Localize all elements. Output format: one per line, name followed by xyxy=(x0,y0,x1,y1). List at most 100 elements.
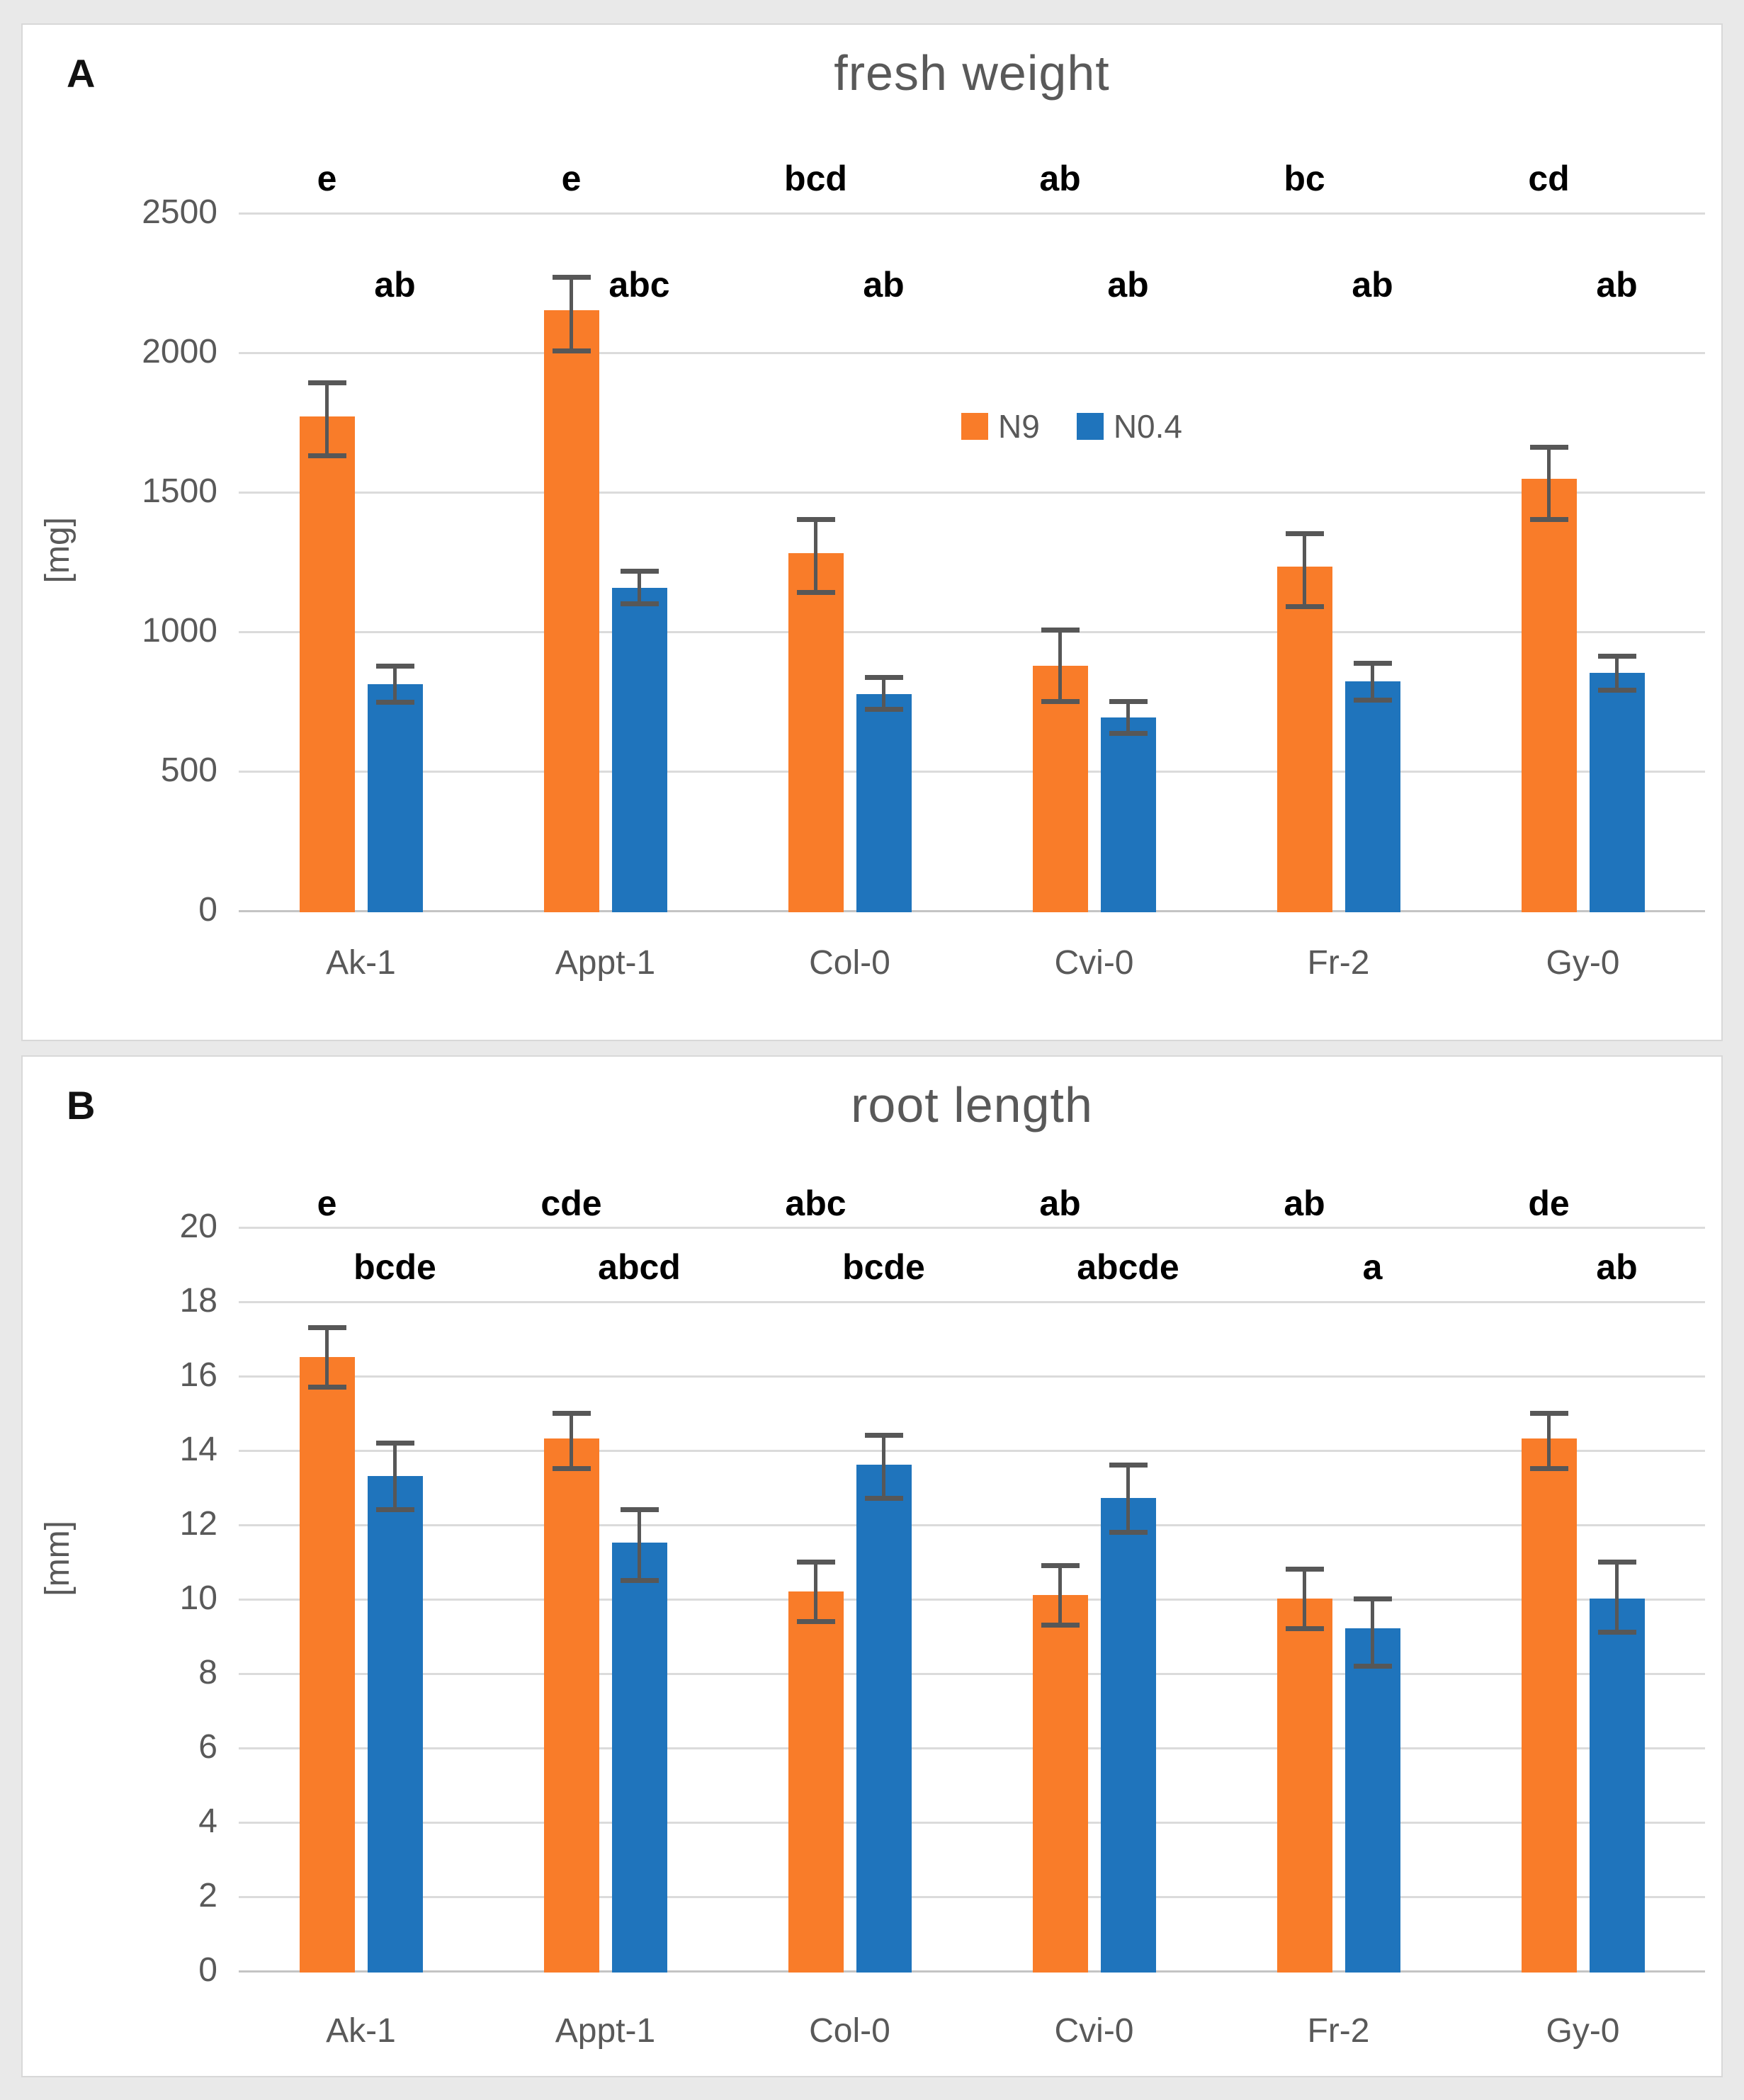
error-cap-bottom-N0.4-Fr-2 xyxy=(1353,697,1392,703)
error-bar-N0.4-Gy-0 xyxy=(1615,1561,1619,1633)
gridline-2500 xyxy=(239,212,1705,215)
gridline-14 xyxy=(239,1450,1705,1452)
y-tick-label-8: 8 xyxy=(198,1654,217,1691)
y-tick-label-10: 10 xyxy=(179,1579,217,1617)
error-cap-top-N9-Cvi-0 xyxy=(1041,1562,1080,1568)
error-cap-bottom-N0.4-Cvi-0 xyxy=(1109,730,1148,736)
panel-fresh-weight: A fresh weight [mg] N9 N0.4 2500 2000 1500… xyxy=(21,23,1723,1041)
sig-letter-N9-Gy-0: de xyxy=(1528,1184,1570,1223)
error-cap-top-N9-Appt-1 xyxy=(552,1410,591,1416)
error-cap-bottom-N9-Ak-1 xyxy=(307,1384,346,1390)
bar-N0.4-Ak-1 xyxy=(367,683,423,912)
bar-N9-Gy-0 xyxy=(1521,479,1577,912)
sig-letter-N9-Ak-1: e xyxy=(317,159,337,198)
error-bar-N9-Appt-1 xyxy=(570,1412,573,1469)
x-axis-label-Ak-1: Ak-1 xyxy=(326,944,396,982)
error-cap-top-N9-Ak-1 xyxy=(307,380,346,386)
bar-N0.4-Gy-0 xyxy=(1589,1599,1645,1973)
y-tick-label-20: 20 xyxy=(179,1208,217,1245)
legend-label-n9: N9 xyxy=(998,408,1040,445)
y-tick-label-2000: 2000 xyxy=(142,333,217,370)
legend: N9 N0.4 xyxy=(961,407,1182,445)
x-axis-label-Cvi-0: Cvi-0 xyxy=(1054,2012,1134,2050)
sig-letter-N0.4-Ak-1: bcde xyxy=(353,1247,436,1287)
error-cap-top-N0.4-Ak-1 xyxy=(375,664,414,669)
bar-N9-Appt-1 xyxy=(543,1438,599,1973)
sig-letter-N0.4-Gy-0: ab xyxy=(1596,265,1638,305)
bar-N9-Ak-1 xyxy=(299,1356,355,1973)
sig-letter-N9-Ak-1: e xyxy=(317,1184,337,1223)
sig-letter-N0.4-Fr-2: ab xyxy=(1352,265,1393,305)
error-cap-top-N0.4-Cvi-0 xyxy=(1109,1463,1148,1468)
bar-N9-Fr-2 xyxy=(1276,567,1332,912)
sig-letter-N9-Cvi-0: ab xyxy=(1039,1184,1081,1223)
sig-letter-N0.4-Col-0: ab xyxy=(863,265,905,305)
sig-letter-N9-Appt-1: e xyxy=(561,159,582,198)
error-bar-N0.4-Cvi-0 xyxy=(1126,700,1130,733)
x-axis-label-Appt-1: Appt-1 xyxy=(555,2012,656,2050)
gridline-2 xyxy=(239,1896,1705,1898)
error-cap-top-N0.4-Ak-1 xyxy=(375,1440,414,1446)
legend-swatch-n9-icon xyxy=(961,413,988,440)
error-bar-N0.4-Cvi-0 xyxy=(1126,1465,1130,1532)
y-tick-label-18: 18 xyxy=(179,1282,217,1319)
error-cap-top-N0.4-Appt-1 xyxy=(620,569,659,574)
error-cap-bottom-N0.4-Fr-2 xyxy=(1353,1663,1392,1669)
error-cap-top-N9-Ak-1 xyxy=(307,1324,346,1330)
error-cap-top-N9-Fr-2 xyxy=(1285,531,1324,537)
error-bar-N9-Cvi-0 xyxy=(1058,1565,1062,1625)
y-tick-label-2500: 2500 xyxy=(142,193,217,231)
bar-N0.4-Appt-1 xyxy=(611,587,667,912)
bar-N9-Fr-2 xyxy=(1276,1599,1332,1973)
gridline-10 xyxy=(239,1599,1705,1601)
error-cap-bottom-N0.4-Col-0 xyxy=(864,1496,903,1502)
y-tick-label-2: 2 xyxy=(198,1877,217,1914)
error-cap-top-N9-Gy-0 xyxy=(1529,1410,1568,1416)
error-cap-bottom-N0.4-Col-0 xyxy=(864,707,903,713)
bar-N9-Col-0 xyxy=(788,552,844,912)
error-cap-bottom-N9-Col-0 xyxy=(796,1618,835,1624)
error-bar-N9-Gy-0 xyxy=(1547,446,1551,520)
gridline-500 xyxy=(239,771,1705,773)
error-cap-bottom-N0.4-Appt-1 xyxy=(620,601,659,606)
error-bar-N0.4-Appt-1 xyxy=(638,571,641,603)
y-tick-label-0: 0 xyxy=(198,891,217,929)
bar-N0.4-Fr-2 xyxy=(1344,1628,1400,1973)
bar-N0.4-Gy-0 xyxy=(1589,673,1645,912)
error-cap-top-N9-Cvi-0 xyxy=(1041,628,1080,633)
sig-letter-N0.4-Appt-1: abcd xyxy=(598,1247,681,1287)
error-cap-bottom-N9-Gy-0 xyxy=(1529,517,1568,523)
sig-letter-N9-Appt-1: cde xyxy=(540,1184,602,1223)
plot-area-fresh-weight: 2500 2000 1500 1000 500 0 e e bcd ab bc cd ab abc ab ab… xyxy=(23,25,1721,1040)
x-axis-label-Gy-0: Gy-0 xyxy=(1546,944,1620,982)
error-bar-N9-Ak-1 xyxy=(325,1327,329,1387)
error-bar-N9-Fr-2 xyxy=(1303,1569,1306,1628)
error-cap-top-N9-Fr-2 xyxy=(1285,1567,1324,1572)
y-tick-label-500: 500 xyxy=(160,751,217,789)
x-axis-label-Fr-2: Fr-2 xyxy=(1307,944,1370,982)
bar-N0.4-Col-0 xyxy=(856,1465,912,1973)
error-bar-N9-Appt-1 xyxy=(570,276,573,351)
error-cap-bottom-N9-Col-0 xyxy=(796,589,835,595)
gridline-2000 xyxy=(239,352,1705,354)
bar-N9-Appt-1 xyxy=(543,310,599,912)
error-bar-N0.4-Fr-2 xyxy=(1371,663,1374,700)
error-cap-bottom-N9-Appt-1 xyxy=(552,348,591,354)
gridline-0 xyxy=(239,910,1705,912)
error-cap-top-N9-Col-0 xyxy=(796,1559,835,1565)
y-tick-label-0: 0 xyxy=(198,1951,217,1989)
sig-letter-N9-Col-0: bcd xyxy=(784,159,847,198)
sig-letter-N0.4-Gy-0: ab xyxy=(1596,1247,1638,1287)
x-axis-label-Col-0: Col-0 xyxy=(809,2012,890,2050)
x-axis-label-Fr-2: Fr-2 xyxy=(1307,2012,1370,2050)
legend-item-n04: N0.4 xyxy=(1076,407,1182,445)
legend-item-n9: N9 xyxy=(961,407,1040,445)
plot-area-root-length: 20 18 16 14 12 10 8 6 4 2 0 e cde abc ab ab de bcde abcd bc… xyxy=(23,1057,1721,2076)
chart-title-root-length: root length xyxy=(851,1077,1093,1133)
error-cap-bottom-N0.4-Gy-0 xyxy=(1597,1630,1636,1635)
x-axis-label-Appt-1: Appt-1 xyxy=(555,944,656,982)
error-bar-N0.4-Ak-1 xyxy=(393,1442,397,1509)
y-tick-label-6: 6 xyxy=(198,1728,217,1766)
error-cap-bottom-N9-Ak-1 xyxy=(307,453,346,458)
gridline-8 xyxy=(239,1673,1705,1675)
